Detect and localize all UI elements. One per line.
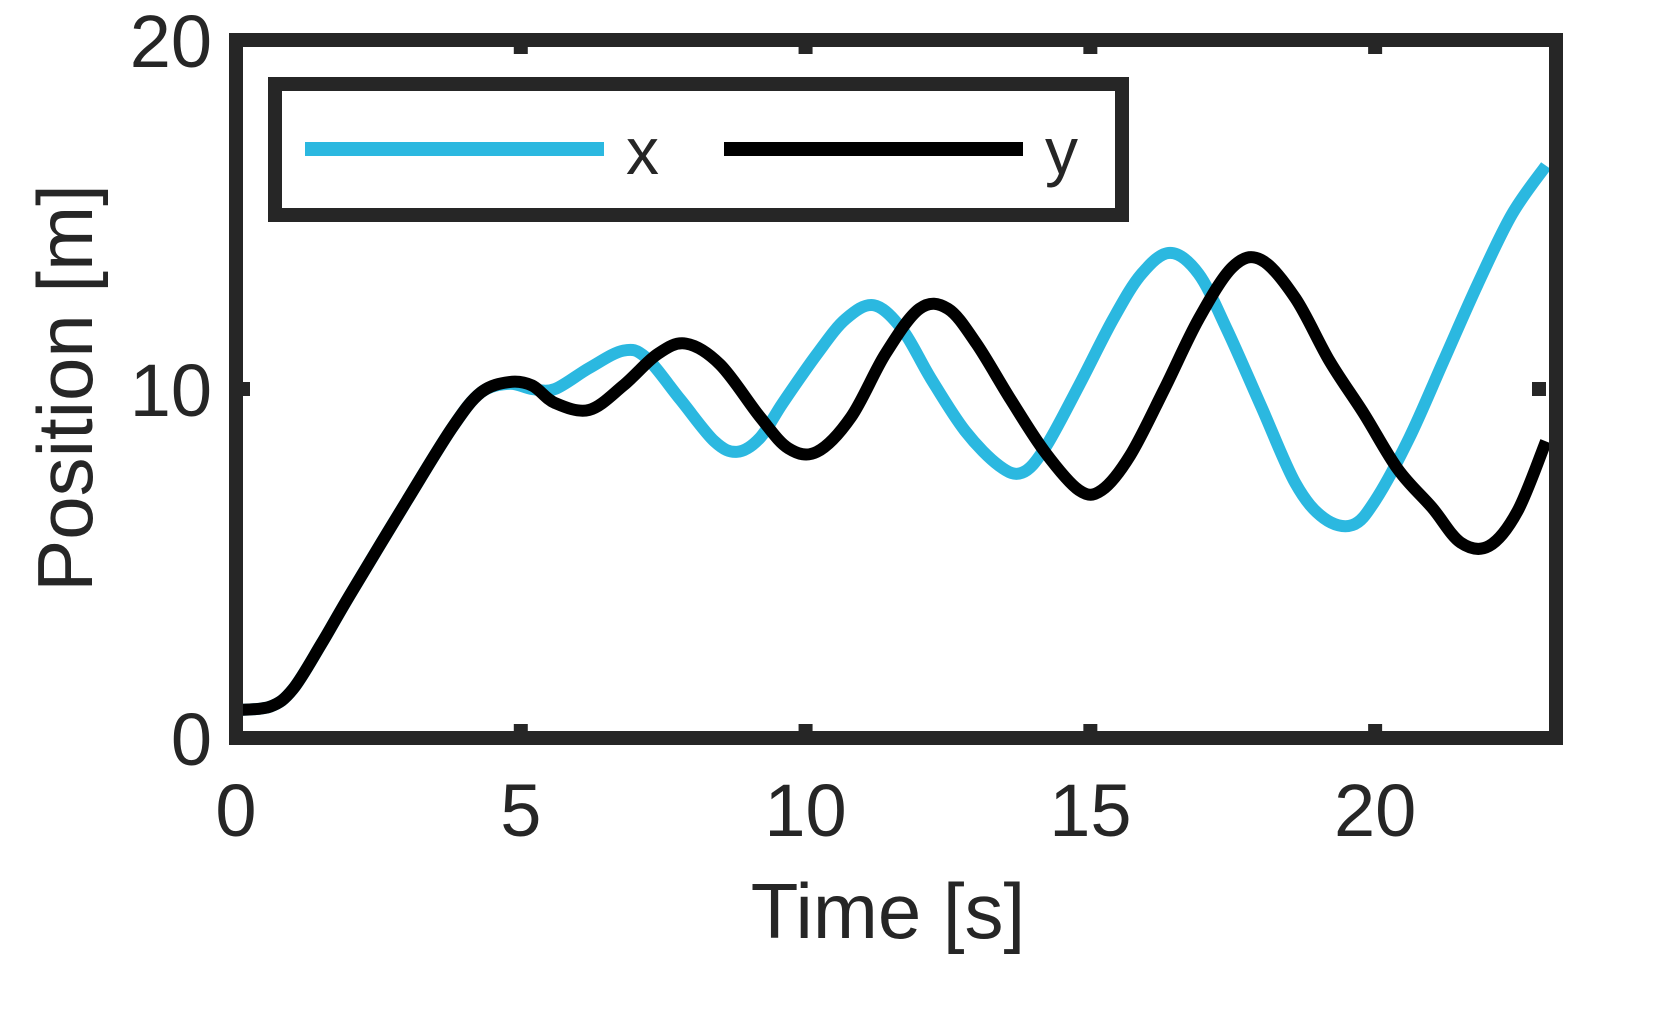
- tick-labels-layer: 0 5 10 15 20 0 10 20: [130, 0, 1417, 852]
- x-tick-label-15: 15: [1049, 769, 1131, 852]
- x-tick-label-0: 0: [215, 769, 256, 852]
- legend-label-x: x: [626, 114, 659, 188]
- series-layer: [235, 162, 1552, 717]
- x-tick-label-5: 5: [500, 769, 541, 852]
- legend: x y: [268, 77, 1129, 222]
- x-tick-label-10: 10: [764, 769, 846, 852]
- y-tick-label-0: 0: [171, 698, 212, 781]
- y-tick-label-20: 20: [130, 0, 212, 83]
- y-axis-label: Position [m]: [21, 184, 109, 591]
- y-tick-label-10: 10: [130, 349, 212, 432]
- ticks-layer: [229, 33, 1546, 745]
- series-line-y: [235, 251, 1552, 717]
- x-tick-label-20: 20: [1334, 769, 1416, 852]
- legend-label-y: y: [1045, 114, 1078, 188]
- x-axis-label: Time [s]: [751, 867, 1025, 955]
